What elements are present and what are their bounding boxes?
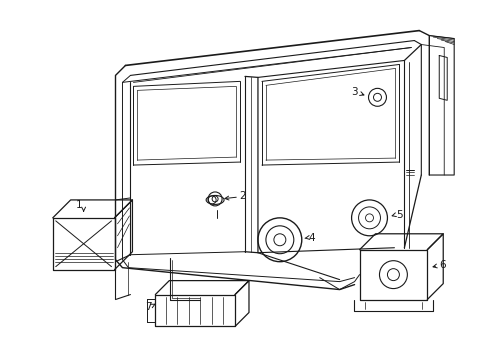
Text: 6: 6 [438,260,445,270]
Text: 7: 7 [145,302,151,311]
Text: 1: 1 [75,200,82,210]
Text: 4: 4 [308,233,314,243]
Text: 2: 2 [239,191,246,201]
Text: 5: 5 [395,210,402,220]
Text: 3: 3 [350,87,357,97]
